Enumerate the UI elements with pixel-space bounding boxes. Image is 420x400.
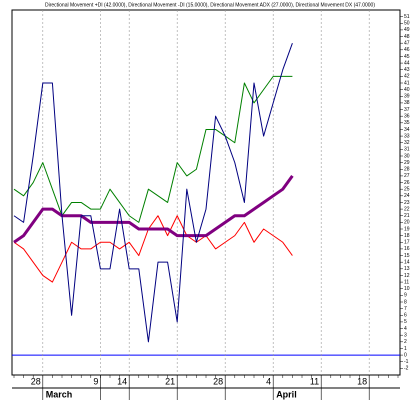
y-tick-label: 20 bbox=[404, 220, 410, 226]
y-tick-label: 36 bbox=[404, 114, 410, 120]
y-tick-label: 21 bbox=[404, 213, 410, 219]
series-line bbox=[13, 215, 293, 283]
y-tick-label: 46 bbox=[404, 47, 410, 53]
y-tick-label: 12 bbox=[404, 273, 410, 279]
y-tick-label: 40 bbox=[404, 87, 410, 93]
y-tick-label: 3 bbox=[404, 333, 407, 339]
y-tick-label: 8 bbox=[404, 299, 407, 305]
y-tick-label: 22 bbox=[404, 206, 410, 212]
y-tick-label: 5 bbox=[404, 319, 407, 325]
y-tick-label: 19 bbox=[404, 226, 410, 232]
month-label: April bbox=[276, 389, 297, 399]
y-tick-label: 11 bbox=[404, 279, 409, 285]
x-tick-label: 14 bbox=[117, 376, 127, 386]
y-tick-label: 13 bbox=[404, 266, 410, 272]
y-tick-label: 28 bbox=[404, 167, 410, 173]
y-tick-label: 35 bbox=[404, 120, 410, 126]
y-tick-label: 24 bbox=[404, 193, 410, 199]
y-tick-label: 9 bbox=[404, 293, 407, 299]
x-tick-label: 9 bbox=[93, 376, 98, 386]
y-tick-label: 49 bbox=[404, 27, 410, 33]
y-tick-label: 1 bbox=[404, 346, 407, 352]
y-tick-label: 25 bbox=[404, 187, 410, 193]
y-tick-label: 4 bbox=[404, 326, 407, 332]
chart-title: Directional Movement +DI (42.0000), Dire… bbox=[45, 2, 375, 8]
y-tick-label: 10 bbox=[404, 286, 410, 292]
y-tick-label: 14 bbox=[404, 260, 410, 266]
y-tick-label: 45 bbox=[404, 54, 410, 60]
series-line bbox=[13, 75, 293, 223]
y-tick-label: 23 bbox=[404, 200, 410, 206]
month-label: March bbox=[46, 389, 73, 399]
y-tick-label: -1 bbox=[404, 359, 409, 365]
y-tick-label: 38 bbox=[404, 100, 410, 106]
y-tick-label: 0 bbox=[404, 352, 407, 358]
x-tick-label: 21 bbox=[165, 376, 175, 386]
y-tick-label: 18 bbox=[404, 233, 410, 239]
y-tick-label: 7 bbox=[404, 306, 407, 312]
y-tick-label: 31 bbox=[404, 147, 410, 153]
y-tick-label: 26 bbox=[404, 180, 410, 186]
series-line bbox=[13, 43, 293, 343]
x-tick-label: 28 bbox=[213, 376, 223, 386]
y-tick-label: 43 bbox=[404, 67, 410, 73]
y-tick-label: 34 bbox=[404, 127, 410, 133]
y-tick-label: 48 bbox=[404, 34, 410, 40]
y-tick-label: 6 bbox=[404, 313, 407, 319]
y-tick-label: 47 bbox=[404, 41, 410, 47]
y-tick-label: 17 bbox=[404, 240, 410, 246]
y-tick-label: 32 bbox=[404, 140, 410, 146]
y-tick-label: 44 bbox=[404, 60, 410, 66]
y-tick-label: -2 bbox=[404, 366, 409, 372]
y-tick-label: 41 bbox=[404, 80, 410, 86]
y-tick-label: 30 bbox=[404, 153, 410, 159]
y-tick-label: 29 bbox=[404, 160, 410, 166]
y-tick-label: 16 bbox=[404, 246, 410, 252]
y-tick-label: 27 bbox=[404, 173, 410, 179]
y-tick-label: 15 bbox=[404, 253, 410, 259]
x-tick-label: 4 bbox=[266, 376, 271, 386]
x-tick-label: 28 bbox=[31, 376, 41, 386]
x-tick-label: 11 bbox=[310, 376, 319, 386]
x-tick-label: 18 bbox=[357, 376, 367, 386]
y-tick-label: 50 bbox=[404, 21, 410, 27]
y-tick-label: 39 bbox=[404, 94, 410, 100]
y-tick-label: 33 bbox=[404, 133, 410, 139]
y-tick-label: 51 bbox=[404, 14, 410, 20]
y-tick-label: 2 bbox=[404, 339, 407, 345]
y-tick-label: 37 bbox=[404, 107, 410, 113]
y-tick-label: 42 bbox=[404, 74, 410, 80]
series-line bbox=[13, 175, 294, 244]
